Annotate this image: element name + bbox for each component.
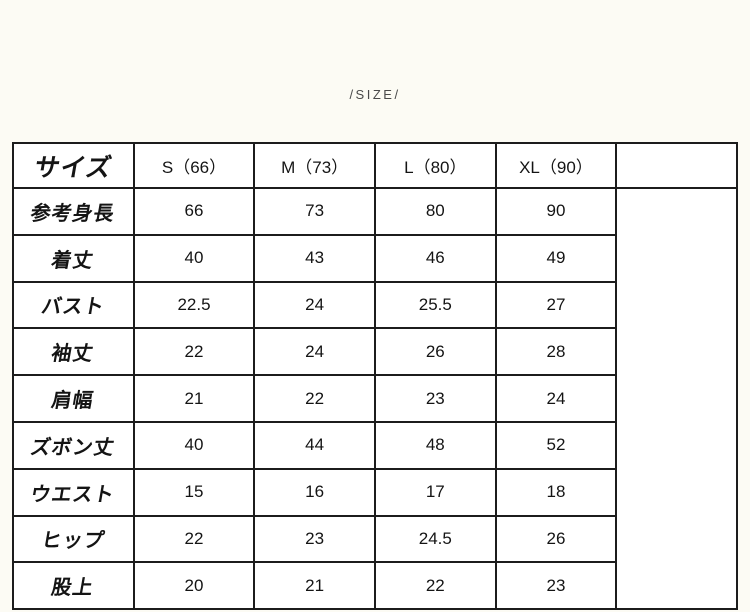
col-header-xl: XL（90） <box>494 142 618 189</box>
table-row-rise: 股上 20 21 22 23 <box>12 561 737 611</box>
row-label-reference-height: 参考身長 <box>12 187 135 236</box>
value-cell-s: 21 <box>132 374 256 423</box>
col-header-l: L（80） <box>373 142 497 189</box>
value-cell-s: 22 <box>132 514 256 564</box>
size-table: サイズ S（66） M（73） L（80） XL（90） 参考身長 66 73 … <box>12 142 738 611</box>
value-cell-m: 22 <box>253 374 376 423</box>
row-label-text: バスト <box>39 296 107 319</box>
value-cell-l: 23 <box>373 374 497 423</box>
row-label-waist: ウエスト <box>12 467 135 517</box>
value-cell-l: 48 <box>373 420 497 470</box>
value-cell-xl: 23 <box>494 561 618 611</box>
row-label-text: 参考身長 <box>28 202 117 225</box>
value-cell-l: 25.5 <box>373 280 497 330</box>
corner-header-label: サイズ <box>31 153 115 182</box>
value-cell-m: 44 <box>253 420 376 470</box>
table-row-shoulder-width: 肩幅 21 22 23 24 <box>12 374 737 423</box>
value-cell-xl: 18 <box>494 467 618 517</box>
row-label-text: ウエスト <box>28 483 117 506</box>
corner-header-size: サイズ <box>12 142 135 189</box>
value-cell-s: 20 <box>132 561 256 611</box>
value-cell-xl: 27 <box>494 280 618 330</box>
row-label-rise: 股上 <box>12 561 135 611</box>
row-label-bust: バスト <box>12 280 135 330</box>
value-cell-l: 17 <box>373 467 497 517</box>
value-cell-xl: 52 <box>494 420 618 470</box>
empty-notes-cell <box>615 186 738 611</box>
table-row-sleeve-length: 袖丈 22 24 26 28 <box>12 327 737 377</box>
value-cell-xl: 49 <box>494 233 618 283</box>
value-cell-l: 24.5 <box>373 514 497 564</box>
value-cell-s: 22 <box>132 327 256 377</box>
row-label-top-length: 着丈 <box>12 233 135 283</box>
col-header-m: M（73） <box>253 142 376 189</box>
value-cell-l: 46 <box>373 233 497 283</box>
value-cell-m: 21 <box>253 561 376 611</box>
row-label-text: 股上 <box>49 577 96 600</box>
value-cell-xl: 26 <box>494 514 618 564</box>
row-label-text: 着丈 <box>49 249 96 272</box>
value-cell-s: 40 <box>132 420 256 470</box>
value-cell-m: 43 <box>253 233 376 283</box>
value-cell-xl: 28 <box>494 327 618 377</box>
value-cell-l: 80 <box>373 187 497 236</box>
row-label-text: ズボン丈 <box>28 436 117 459</box>
row-label-hip: ヒップ <box>12 514 135 564</box>
value-cell-m: 24 <box>253 280 376 330</box>
value-cell-m: 16 <box>253 467 376 517</box>
table-row-reference-height: 参考身長 66 73 80 90 <box>12 186 738 611</box>
value-cell-m: 24 <box>253 327 376 377</box>
page-title: /SIZE/ <box>349 87 401 102</box>
value-cell-s: 40 <box>132 233 256 283</box>
value-cell-s: 15 <box>132 467 256 517</box>
value-cell-l: 26 <box>373 327 497 377</box>
value-cell-l: 22 <box>373 561 497 611</box>
row-label-pants-length: ズボン丈 <box>12 420 135 470</box>
table-row-pants-length: ズボン丈 40 44 48 52 <box>12 420 737 470</box>
value-cell-s: 22.5 <box>132 280 256 330</box>
value-cell-m: 73 <box>253 187 376 236</box>
value-cell-m: 23 <box>253 514 376 564</box>
table-row-hip: ヒップ 22 23 24.5 26 <box>12 514 737 564</box>
value-cell-xl: 90 <box>494 187 618 236</box>
table-row-bust: バスト 22.5 24 25.5 27 <box>12 280 737 330</box>
col-header-empty <box>615 142 738 189</box>
row-label-text: ヒップ <box>39 530 107 553</box>
row-label-sleeve-length: 袖丈 <box>12 327 135 377</box>
row-label-text: 袖丈 <box>49 343 96 366</box>
col-header-s: S（66） <box>132 142 256 189</box>
value-cell-xl: 24 <box>494 374 618 423</box>
table-row-waist: ウエスト 15 16 17 18 <box>12 467 737 517</box>
row-label-text: 肩幅 <box>49 390 96 413</box>
table-row-top-length: 着丈 40 43 46 49 <box>12 233 737 283</box>
table-header-row: サイズ S（66） M（73） L（80） XL（90） <box>12 142 738 189</box>
value-cell-s: 66 <box>132 187 256 236</box>
row-label-shoulder-width: 肩幅 <box>12 374 135 423</box>
